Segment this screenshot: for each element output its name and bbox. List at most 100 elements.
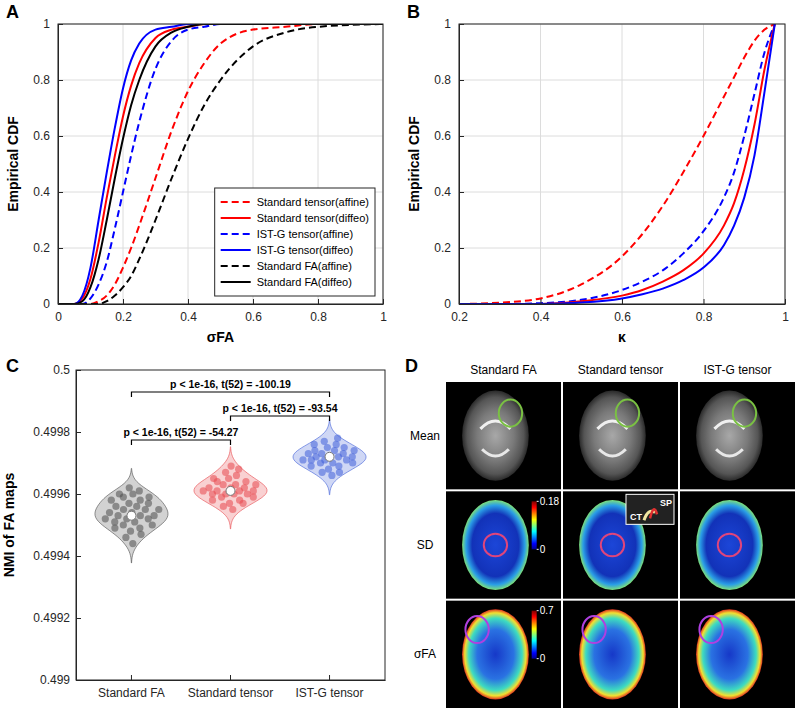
legend-label: IST-G tensor(diffeo) bbox=[257, 244, 353, 256]
panel: 0.4990.49920.49940.49960.49980.5Standard… bbox=[1, 363, 386, 699]
panel-letter: B bbox=[407, 2, 420, 22]
tick-label: 0.5 bbox=[53, 363, 70, 377]
point bbox=[145, 494, 152, 501]
tick-mark bbox=[230, 675, 231, 680]
legend-label: Standard tensor(diffeo) bbox=[257, 212, 369, 224]
colorbar-tick bbox=[537, 501, 539, 502]
tick-label: 0.4992 bbox=[33, 611, 70, 625]
point bbox=[311, 441, 318, 448]
tick-label: 0.4994 bbox=[33, 549, 70, 563]
legend-label: Standard FA(diffeo) bbox=[257, 276, 352, 288]
legend-swatch bbox=[221, 249, 251, 251]
tick-label: 0.2 bbox=[115, 310, 132, 324]
y-axis: 00.20.40.60.81 bbox=[33, 17, 63, 311]
colorbar bbox=[532, 611, 537, 659]
tick-label: 0.6 bbox=[614, 310, 631, 324]
annotation: p < 1e-16, t(52) = -93.54 bbox=[223, 402, 338, 414]
median bbox=[127, 511, 136, 520]
tick-label: 0 bbox=[43, 297, 50, 311]
tick: 0.4994 bbox=[33, 549, 81, 563]
point bbox=[145, 500, 152, 507]
row-label: σFA bbox=[414, 647, 436, 661]
tick-mark bbox=[58, 304, 63, 305]
tick: 0.8 bbox=[33, 73, 63, 87]
legend-label: Standard FA(affine) bbox=[257, 260, 352, 272]
grid-line bbox=[459, 80, 785, 81]
point bbox=[324, 444, 331, 451]
highlight-ring bbox=[499, 400, 522, 427]
row-label: SD bbox=[417, 538, 434, 552]
y-axis: 00.20.40.60.81 bbox=[434, 17, 464, 311]
panel-letter: D bbox=[405, 356, 418, 376]
series-line bbox=[58, 24, 383, 304]
brain-image bbox=[696, 500, 763, 590]
point bbox=[155, 506, 162, 513]
point bbox=[349, 459, 356, 466]
legend-swatch bbox=[221, 233, 251, 235]
inset-label: CT bbox=[630, 512, 642, 522]
grid-line bbox=[622, 24, 623, 304]
panel-letter: C bbox=[6, 356, 19, 376]
plot-frame bbox=[459, 24, 785, 304]
image-cell bbox=[446, 491, 561, 598]
axis-line bbox=[59, 304, 384, 305]
y-axis-title: Empirical CDF bbox=[406, 116, 422, 212]
tick: 0.5 bbox=[53, 363, 81, 377]
grid-line bbox=[703, 24, 704, 304]
point bbox=[299, 456, 306, 463]
tick: 0 bbox=[43, 297, 63, 311]
tick-mark bbox=[459, 24, 464, 25]
point bbox=[318, 450, 325, 457]
tick: 0.4996 bbox=[33, 487, 81, 501]
legend-label: Standard tensor(affine) bbox=[257, 196, 369, 208]
y-axis: 0.4990.49920.49940.49960.49980.5 bbox=[33, 363, 81, 687]
legend-swatch bbox=[221, 217, 251, 219]
point bbox=[233, 472, 240, 479]
inset bbox=[626, 494, 674, 524]
axis-line bbox=[460, 304, 786, 305]
brain-image bbox=[462, 500, 529, 590]
point bbox=[114, 512, 121, 519]
grid-line bbox=[459, 248, 785, 249]
point bbox=[222, 469, 229, 476]
tick-label: 0.6 bbox=[434, 129, 451, 143]
point bbox=[106, 509, 113, 516]
x-axis: Standard FAStandard tensorIST-G tensor bbox=[77, 675, 386, 700]
tick-label: 0.4996 bbox=[33, 487, 70, 501]
tick-mark bbox=[76, 618, 81, 619]
legend-label: IST-G tensor(affine) bbox=[257, 228, 353, 240]
tick: 0.4998 bbox=[33, 425, 81, 439]
tick-mark bbox=[188, 299, 189, 304]
tick-mark bbox=[58, 248, 63, 249]
tick-label: 0.2 bbox=[451, 310, 468, 324]
tick: 0.8 bbox=[310, 299, 327, 324]
highlight-ring bbox=[616, 400, 639, 427]
grid-line bbox=[123, 24, 124, 304]
brain-image bbox=[579, 609, 646, 699]
point bbox=[229, 506, 236, 513]
bracket bbox=[131, 440, 230, 445]
point bbox=[227, 463, 234, 470]
tick-label: 0.8 bbox=[310, 310, 327, 324]
tick-mark bbox=[785, 299, 786, 304]
tick-label: 0.6 bbox=[245, 310, 262, 324]
column-title: Standard FA bbox=[470, 363, 537, 377]
brain-image bbox=[579, 391, 646, 481]
panel: Standard FAStandard tensorIST-G tensorMe… bbox=[410, 363, 795, 708]
point bbox=[328, 472, 335, 479]
point bbox=[120, 506, 127, 513]
colorbar bbox=[532, 501, 537, 549]
image-cell bbox=[446, 382, 561, 489]
highlight-ring bbox=[601, 534, 624, 557]
tick: 0.8 bbox=[696, 299, 713, 324]
tick-mark bbox=[459, 80, 464, 81]
legend: Standard tensor(affine) Standard tensor(d… bbox=[215, 188, 375, 296]
tick: IST-G tensor bbox=[296, 675, 364, 700]
violin bbox=[293, 419, 366, 495]
tick: 0.4 bbox=[33, 185, 63, 199]
tick-label: 1 bbox=[782, 310, 789, 324]
tick-label: 0.2 bbox=[434, 241, 451, 255]
x-axis-title: κ bbox=[618, 329, 626, 345]
plot-background bbox=[58, 24, 383, 304]
median bbox=[226, 486, 235, 495]
